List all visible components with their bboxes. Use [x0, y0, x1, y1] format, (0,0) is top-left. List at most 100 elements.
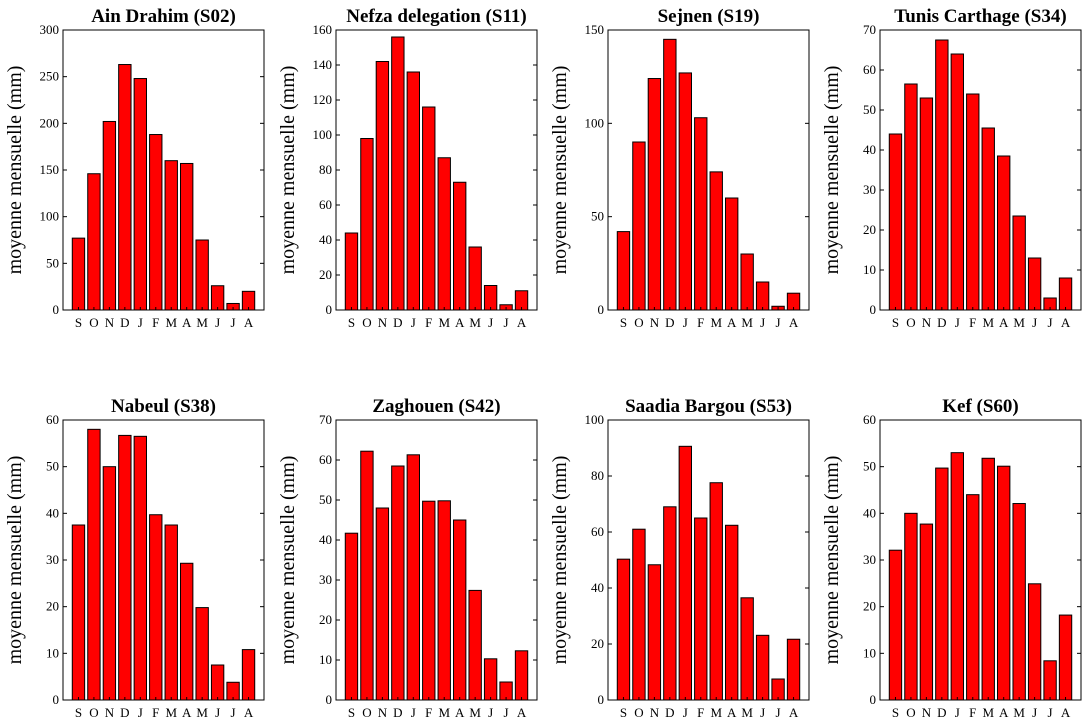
bar — [1012, 215, 1026, 311]
bar — [102, 466, 117, 701]
x-tick-label: S — [892, 705, 899, 720]
x-tick-label: M — [196, 315, 208, 330]
bar — [709, 482, 723, 701]
bar — [725, 197, 739, 311]
x-tick-label: D — [393, 705, 402, 720]
y-tick-label: 50 — [863, 102, 876, 117]
bar — [133, 78, 147, 311]
x-tick-label: M — [710, 315, 722, 330]
x-tick-label: D — [665, 315, 674, 330]
y-tick-label: 0 — [326, 302, 333, 317]
bar — [919, 97, 934, 311]
y-axis-label: moyenne mensuelle (mm) — [821, 456, 843, 665]
bar — [87, 173, 101, 311]
x-tick-label: F — [425, 315, 432, 330]
axes-box — [879, 29, 1082, 311]
y-axis-label: moyenne mensuelle (mm) — [549, 456, 571, 665]
bar — [647, 564, 662, 701]
x-tick-label: O — [906, 705, 915, 720]
y-tick-label: 0 — [326, 692, 333, 707]
bar — [663, 506, 677, 701]
x-tick-label: J — [1048, 705, 1053, 720]
bar — [888, 133, 903, 311]
bar — [1027, 583, 1042, 701]
y-tick-label: 50 — [319, 492, 332, 507]
bar — [904, 512, 918, 701]
y-tick-label: 100 — [40, 209, 60, 224]
chart-title: Nefza delegation (S11) — [346, 6, 526, 27]
x-tick-label: M — [196, 705, 208, 720]
x-tick-label: A — [517, 705, 527, 720]
x-tick-label: S — [75, 315, 82, 330]
y-tick-label: 0 — [53, 302, 60, 317]
chart-title: Sejnen (S19) — [658, 6, 760, 27]
x-tick-label: M — [741, 705, 753, 720]
x-tick-label: O — [89, 315, 98, 330]
y-tick-label: 70 — [319, 412, 332, 427]
x-tick-label: J — [411, 705, 416, 720]
x-tick-label: A — [999, 705, 1009, 720]
y-axis-label: moyenne mensuelle (mm) — [277, 66, 299, 275]
x-tick-label: F — [425, 705, 432, 720]
bar — [1058, 614, 1073, 701]
x-tick-label: M — [165, 315, 177, 330]
y-tick-label: 30 — [46, 552, 59, 567]
bar — [981, 457, 995, 701]
x-tick-label: S — [348, 705, 355, 720]
x-tick-label: A — [244, 705, 254, 720]
y-tick-label: 20 — [863, 222, 876, 237]
bar — [133, 435, 147, 701]
bar — [888, 549, 903, 701]
chart-title: Zaghouen (S42) — [372, 396, 500, 417]
x-tick-label: A — [727, 705, 737, 720]
bar — [725, 524, 739, 701]
x-tick-label: J — [683, 705, 688, 720]
bar — [375, 507, 390, 701]
x-tick-label: J — [231, 705, 236, 720]
y-axis-label: moyenne mensuelle (mm) — [821, 66, 843, 275]
bar — [241, 649, 256, 701]
y-tick-label: 60 — [863, 62, 876, 77]
x-tick-label: A — [1061, 705, 1071, 720]
y-tick-label: 20 — [319, 267, 332, 282]
bar — [1058, 277, 1073, 311]
y-tick-label: 150 — [40, 162, 60, 177]
x-tick-label: J — [760, 315, 765, 330]
bar — [663, 38, 677, 311]
bar — [468, 589, 482, 701]
y-tick-label: 0 — [598, 302, 605, 317]
y-tick-label: 60 — [591, 524, 604, 539]
x-tick-label: M — [982, 705, 994, 720]
y-tick-label: 40 — [591, 580, 604, 595]
x-tick-label: A — [455, 705, 465, 720]
x-tick-label: D — [120, 315, 129, 330]
y-tick-label: 80 — [319, 162, 332, 177]
y-tick-label: 0 — [870, 692, 877, 707]
x-tick-label: M — [469, 315, 481, 330]
y-tick-label: 50 — [591, 209, 604, 224]
x-tick-label: N — [922, 315, 932, 330]
x-tick-label: O — [906, 315, 915, 330]
bar — [755, 634, 770, 701]
y-tick-label: 140 — [313, 57, 333, 72]
x-tick-label: J — [955, 315, 960, 330]
x-tick-label: J — [504, 315, 509, 330]
x-tick-label: J — [488, 705, 493, 720]
x-tick-label: J — [1032, 705, 1037, 720]
bar — [453, 519, 467, 701]
chart-title: Ain Drahim (S02) — [91, 6, 236, 27]
y-tick-label: 100 — [585, 115, 605, 130]
bar — [1027, 257, 1042, 311]
x-tick-label: D — [665, 705, 674, 720]
bar — [709, 171, 723, 311]
x-tick-label: J — [776, 705, 781, 720]
x-tick-label: A — [999, 315, 1009, 330]
x-tick-label: O — [634, 315, 643, 330]
x-tick-label: J — [1048, 315, 1053, 330]
chart-title: Nabeul (S38) — [111, 396, 216, 417]
x-tick-label: D — [937, 315, 946, 330]
bar — [71, 237, 86, 311]
